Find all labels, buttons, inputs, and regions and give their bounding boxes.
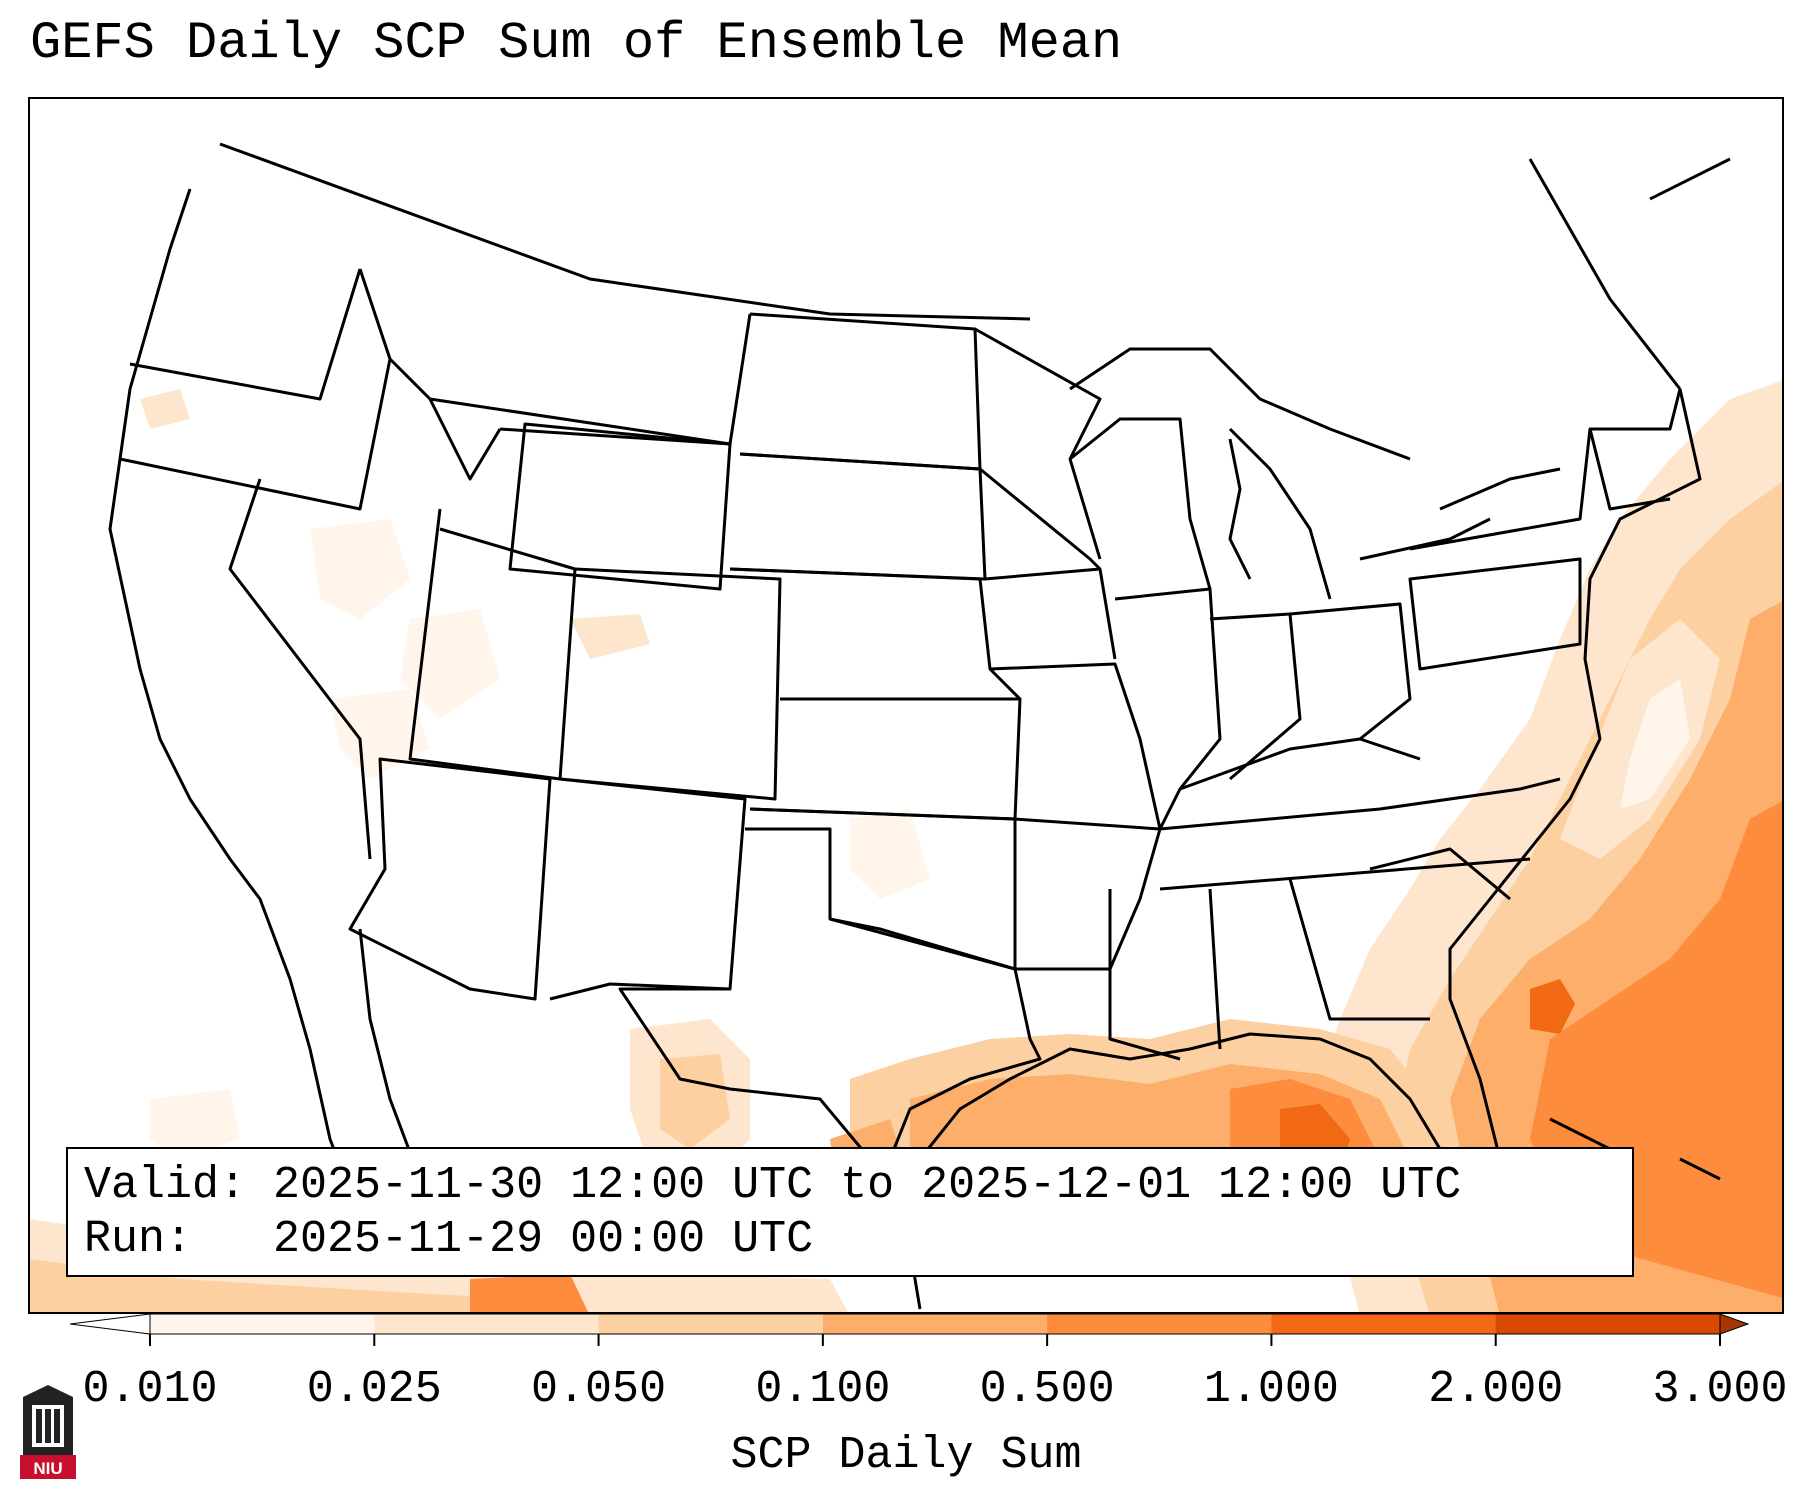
- colorbar-tick-label: 0.010: [82, 1364, 218, 1415]
- colorbar: [70, 1314, 1750, 1346]
- colorbar-tick-label: 0.100: [755, 1364, 891, 1415]
- colorbar-tick-label: 1.000: [1203, 1364, 1339, 1415]
- niu-logo: NIU: [20, 1385, 76, 1479]
- svg-text:NIU: NIU: [33, 1459, 62, 1478]
- colorbar-label: SCP Daily Sum: [730, 1430, 1082, 1481]
- colorbar-segment: [150, 1314, 375, 1334]
- colorbar-segment: [374, 1314, 600, 1334]
- colorbar-segments: [70, 1314, 1750, 1335]
- valid-time-text: Valid: 2025-11-30 12:00 UTC to 2025-12-0…: [84, 1160, 1462, 1211]
- colorbar-segment: [1495, 1314, 1721, 1334]
- colorbar-outline: [149, 1314, 1721, 1335]
- colorbar-tick-label: 0.500: [979, 1364, 1115, 1415]
- colorbar-tick-label: 0.050: [531, 1364, 667, 1415]
- colorbar-tick-label: 3.000: [1652, 1364, 1788, 1415]
- colorbar-extend-high: [1719, 1314, 1750, 1335]
- colorbar-tick-label: 2.000: [1428, 1364, 1564, 1415]
- colorbar-segment: [1271, 1314, 1497, 1334]
- chart-title: GEFS Daily SCP Sum of Ensemble Mean: [30, 14, 1123, 73]
- map-frame: [28, 97, 1784, 1314]
- colorbar-tick-label: 0.025: [306, 1364, 442, 1415]
- colorbar-segment: [822, 1314, 1048, 1334]
- run-time-text: Run: 2025-11-29 00:00 UTC: [84, 1214, 814, 1265]
- colorbar-extend-low: [70, 1314, 151, 1335]
- colorbar-ticks: [149, 1334, 1721, 1346]
- valid-run-info-box: Valid: 2025-11-30 12:00 UTC to 2025-12-0…: [66, 1147, 1634, 1277]
- colorbar-segment: [1047, 1314, 1272, 1334]
- colorbar-segment: [598, 1314, 824, 1334]
- map-svg: [30, 142, 1782, 1312]
